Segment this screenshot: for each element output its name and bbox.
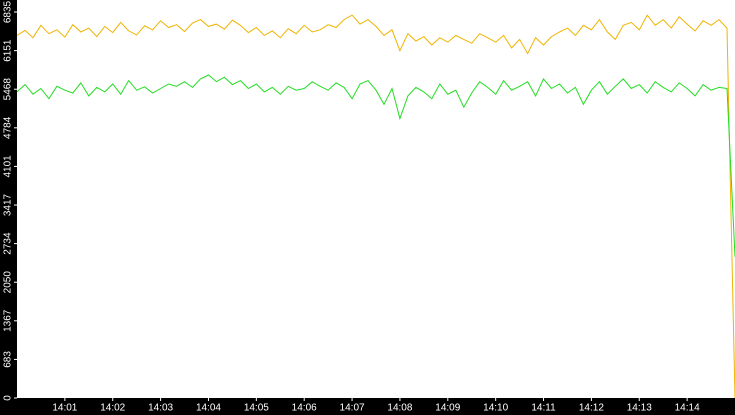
y-tick-label: 6151 [3, 39, 14, 62]
series-line [16, 14, 735, 399]
y-tick-label: 1367 [3, 309, 14, 332]
x-tick-label: 14:08 [387, 403, 412, 414]
y-tick-label: 2734 [3, 232, 14, 255]
y-tick-label: 4101 [3, 155, 14, 178]
x-tick-label: 14:06 [292, 403, 317, 414]
y-tick-label: 5468 [3, 78, 14, 101]
y-tick-label: 683 [3, 351, 14, 368]
x-tick-label: 14:01 [52, 403, 77, 414]
x-tick-label: 14:07 [340, 403, 365, 414]
y-tick-label: 4784 [3, 116, 14, 139]
x-tick-label: 14:13 [627, 403, 652, 414]
y-tick-label: 0 [3, 395, 14, 401]
series-line [16, 74, 735, 257]
x-tick-label: 14:10 [483, 403, 508, 414]
x-tick-label: 14:05 [244, 403, 269, 414]
x-tick-label: 14:02 [100, 403, 125, 414]
y-axis-strip [0, 0, 17, 415]
x-tick-label: 14:04 [196, 403, 221, 414]
y-tick-label: 3417 [3, 193, 14, 216]
x-axis-strip [0, 398, 735, 415]
x-tick-label: 14:14 [675, 403, 700, 414]
y-tick-label: 2050 [3, 271, 14, 294]
x-tick-label: 14:12 [579, 403, 604, 414]
x-tick-label: 14:03 [148, 403, 173, 414]
x-tick-label: 14:11 [531, 403, 556, 414]
x-tick-label: 14:09 [435, 403, 460, 414]
y-tick-label: 6835 [3, 0, 14, 23]
